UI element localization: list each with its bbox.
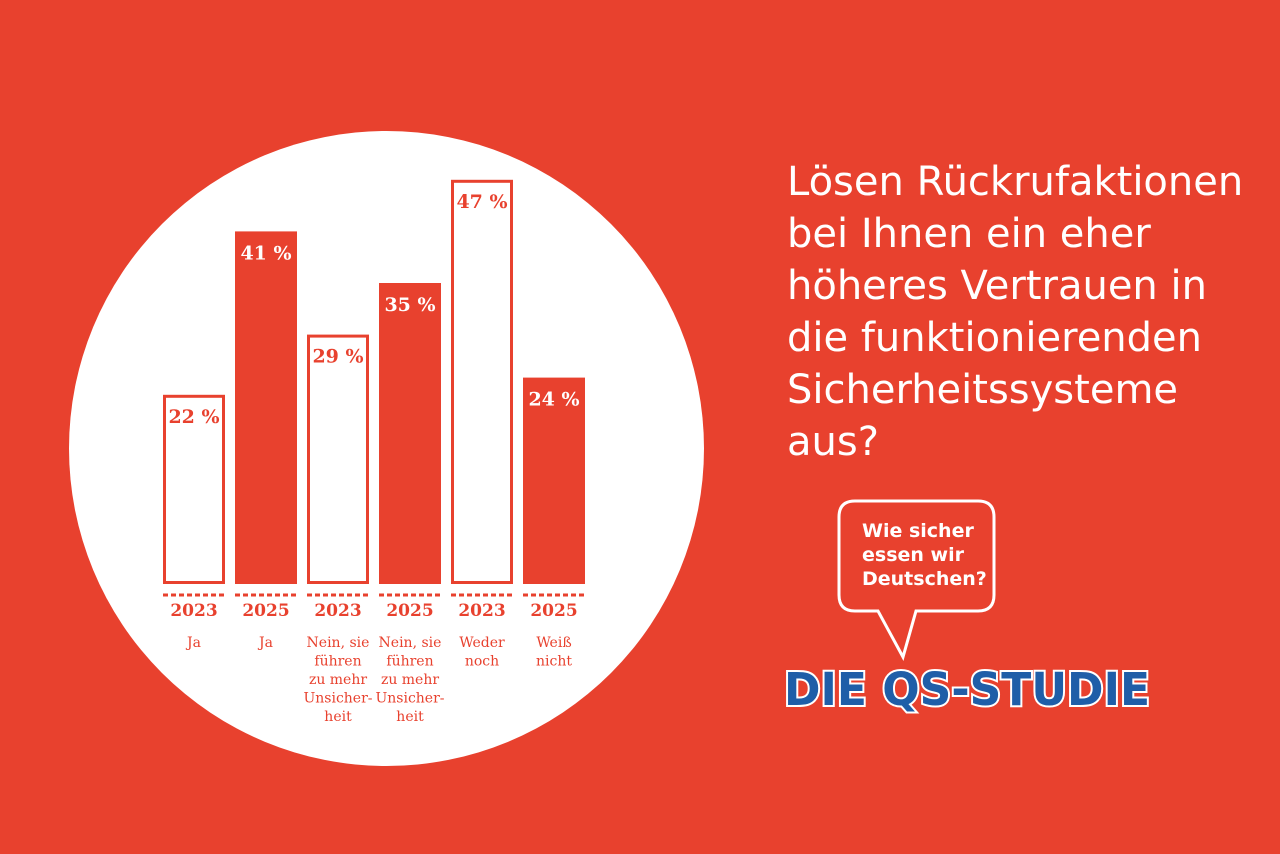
bar-year-label: 2023 <box>314 601 361 621</box>
bar-value-label: 29 % <box>312 346 363 368</box>
bar-category-label: zu mehr <box>381 672 439 688</box>
bar-value-label: 35 % <box>384 294 435 316</box>
survey-question: Lösen Rückrufaktionen bei Ihnen ein eher… <box>787 156 1257 468</box>
bar-category-label: führen <box>386 654 433 670</box>
bar-category-label: Weder <box>459 635 505 651</box>
bar <box>307 334 369 584</box>
bar <box>163 394 225 584</box>
bar-value-label: 24 % <box>528 389 579 411</box>
bar-year-label: 2025 <box>386 601 433 621</box>
question-line: die funktionierenden <box>787 315 1202 361</box>
bar-value-label: 22 % <box>168 406 219 428</box>
bar-category-label: Ja <box>257 635 273 651</box>
bar-category-label: Ja <box>185 635 201 651</box>
bar-year-label: 2025 <box>242 601 289 621</box>
bar-category-label: Weiß <box>536 635 571 651</box>
bar-category-label: Nein, sie <box>379 635 442 651</box>
bar <box>523 377 585 584</box>
bar-value-label: 47 % <box>456 191 507 213</box>
bar-year-label: 2023 <box>458 601 505 621</box>
bar-year-label: 2023 <box>170 601 217 621</box>
bar-category-label: zu mehr <box>309 672 367 688</box>
bar <box>379 283 441 584</box>
bar-category-label: nicht <box>536 654 572 670</box>
question-line: Lösen Rückrufaktionen <box>787 159 1244 205</box>
bubble-line: Deutschen? <box>862 568 987 590</box>
bubble-line: Wie sicher <box>862 520 974 542</box>
logo-wordmark: DIE QS-STUDIE <box>784 663 1150 716</box>
bar-category-label: noch <box>465 654 499 670</box>
bar <box>235 231 297 584</box>
bar-category-label: Nein, sie <box>307 635 370 651</box>
bar-category-label: Unsicher- <box>303 691 372 707</box>
question-line: bei Ihnen ein eher <box>787 211 1151 257</box>
bar-year-label: 2025 <box>530 601 577 621</box>
bubble-line: essen wir <box>862 544 965 566</box>
bar-value-label: 41 % <box>240 242 291 264</box>
bar-category-label: Unsicher- <box>375 691 444 707</box>
question-line: höheres Vertrauen in <box>787 263 1207 309</box>
bar-category-label: führen <box>314 654 361 670</box>
question-line: aus? <box>787 419 879 465</box>
bar-category-label: heit <box>324 709 352 725</box>
speech-bubble-icon <box>837 499 996 661</box>
bar <box>451 179 513 585</box>
question-line: Sicherheitssysteme <box>787 367 1179 413</box>
bar-category-label: heit <box>396 709 424 725</box>
qs-studie-logo: Wie sicher essen wir Deutschen? DIE QS-S… <box>782 499 1152 718</box>
